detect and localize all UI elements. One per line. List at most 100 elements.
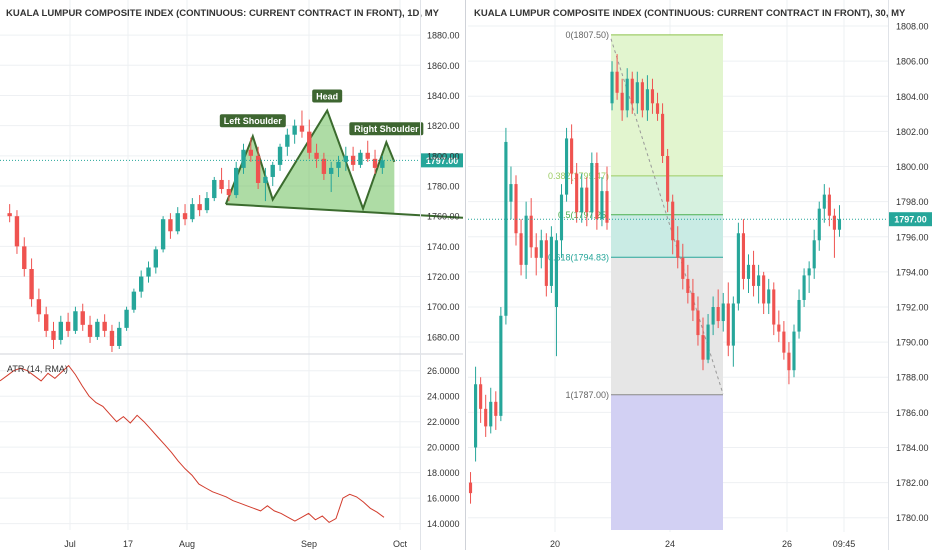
- left-candle-body: [329, 167, 334, 174]
- right-candle-body: [716, 306, 720, 322]
- left-candle-body: [321, 158, 327, 174]
- right-candle-body: [792, 331, 796, 371]
- left-price-tick: 1860.00: [427, 61, 460, 71]
- right-candle-body: [479, 384, 483, 409]
- left-price-tick: 1780.00: [427, 182, 460, 192]
- head-and-shoulders-pattern[interactable]: Left Shoulder Head Right Shoulder: [219, 89, 464, 219]
- right-candle-body: [746, 264, 751, 279]
- right-price-axis[interactable]: 1808.00 1806.00 1804.00 1802.00 1800.00 1798.…: [888, 0, 929, 550]
- right-price-tick: 1798.00: [896, 197, 929, 207]
- left-candle-body: [234, 167, 239, 196]
- left-candle-body: [124, 309, 129, 328]
- left-candle-body: [168, 219, 173, 232]
- left-candle-body: [14, 216, 20, 247]
- fib-level-label: 0(1807.50): [565, 30, 609, 40]
- right-candle-body: [630, 78, 634, 104]
- right-candle-body: [474, 384, 478, 448]
- right-candle-body: [620, 92, 624, 111]
- left-price-tick: 1760.00: [427, 212, 460, 222]
- left-last-price-tag: [421, 153, 463, 168]
- left-price-tick: 1800.00: [427, 151, 460, 161]
- right-price-tick: 1790.00: [896, 338, 929, 348]
- left-candle-body: [285, 134, 290, 147]
- left-last-price-label: 1797.00: [426, 156, 459, 166]
- left-candle-body: [7, 213, 12, 217]
- left-candle-body: [80, 311, 85, 325]
- left-candle-body: [65, 321, 71, 331]
- neckline: [225, 203, 464, 219]
- left-candle-body: [197, 204, 202, 211]
- atr-tick: 26.0000: [427, 366, 460, 376]
- right-candle-body: [514, 184, 518, 234]
- right-candle-body: [590, 163, 594, 213]
- right-candle-body: [585, 187, 589, 213]
- right-candle-body: [504, 141, 508, 316]
- right-price-tick: 1786.00: [896, 408, 929, 418]
- right-candle-body: [650, 89, 655, 104]
- left-candle-body: [307, 131, 312, 153]
- right-candle-body: [499, 315, 503, 416]
- right-candle-body: [635, 82, 639, 104]
- right-candle-body: [757, 275, 761, 286]
- left-candle-body: [277, 146, 283, 165]
- left-candle-body: [372, 158, 378, 168]
- right-price-tick: 1802.00: [896, 127, 929, 137]
- left-price-axis[interactable]: 1880.00 1860.00 1840.00 1820.00 1800.00 1780.…: [420, 0, 460, 550]
- right-candle-body: [787, 352, 791, 371]
- atr-tick: 24.0000: [427, 392, 460, 402]
- atr-indicator-label: ATR (14, RMA): [7, 364, 68, 374]
- right-last-price-label: 1797.00: [894, 215, 927, 225]
- left-candle-body: [270, 164, 275, 177]
- right-candle-body: [600, 191, 604, 220]
- left-candle-body: [160, 219, 166, 250]
- right-candle-body: [549, 236, 553, 286]
- pattern-label-right-shoulder: Right Shoulder: [354, 124, 419, 134]
- right-candle-body: [610, 71, 614, 104]
- left-price-tick: 1840.00: [427, 91, 460, 101]
- right-candle-body: [736, 233, 740, 304]
- right-candle-body: [559, 194, 564, 241]
- left-time-axis[interactable]: Jul 17 Aug Sep Oct: [64, 539, 407, 549]
- right-candle-body: [484, 408, 488, 427]
- right-candle-body: [605, 191, 609, 223]
- left-time-tick: Sep: [301, 539, 317, 549]
- right-candle-body: [782, 331, 786, 353]
- left-candle-body: [263, 176, 268, 183]
- right-candle-body: [726, 303, 730, 346]
- left-price-tick: 1720.00: [427, 272, 460, 282]
- left-candle-body: [44, 314, 49, 331]
- right-candle-body: [539, 240, 543, 258]
- pattern-fill-area: [225, 110, 395, 214]
- left-candle-body: [336, 161, 341, 168]
- atr-panel: 26.0000 24.0000 22.0000 20.0000 18.0000 16.00…: [0, 364, 460, 529]
- right-price-tick: 1784.00: [896, 443, 929, 453]
- right-price-tick: 1780.00: [896, 513, 929, 523]
- right-price-tick: 1794.00: [896, 267, 929, 277]
- left-time-tick: Oct: [393, 539, 408, 549]
- left-candle-body: [102, 321, 107, 331]
- right-time-tick: 24: [665, 539, 675, 549]
- right-time-tick: 20: [550, 539, 560, 549]
- right-candle-body: [489, 401, 493, 427]
- right-candle-body: [822, 194, 826, 209]
- left-candle-body: [365, 152, 370, 159]
- right-candle-body: [696, 310, 700, 336]
- left-candle-body: [146, 267, 151, 277]
- left-gridlines: [0, 0, 420, 530]
- right-candle-body: [691, 292, 695, 311]
- right-candle-body: [832, 215, 836, 230]
- left-candle-body: [212, 179, 217, 199]
- right-candle-body: [807, 268, 811, 276]
- right-candle-body: [767, 289, 771, 304]
- right-time-axis[interactable]: 20 24 26 09:45: [550, 539, 855, 549]
- atr-tick: 22.0000: [427, 417, 460, 427]
- left-candle-body: [87, 324, 93, 337]
- left-candle-body: [153, 249, 158, 268]
- right-last-price-tag: [889, 212, 932, 227]
- right-candle-body: [655, 103, 660, 114]
- right-candle-body: [570, 138, 574, 174]
- right-candle-body: [741, 233, 746, 279]
- left-candle-body: [358, 152, 363, 165]
